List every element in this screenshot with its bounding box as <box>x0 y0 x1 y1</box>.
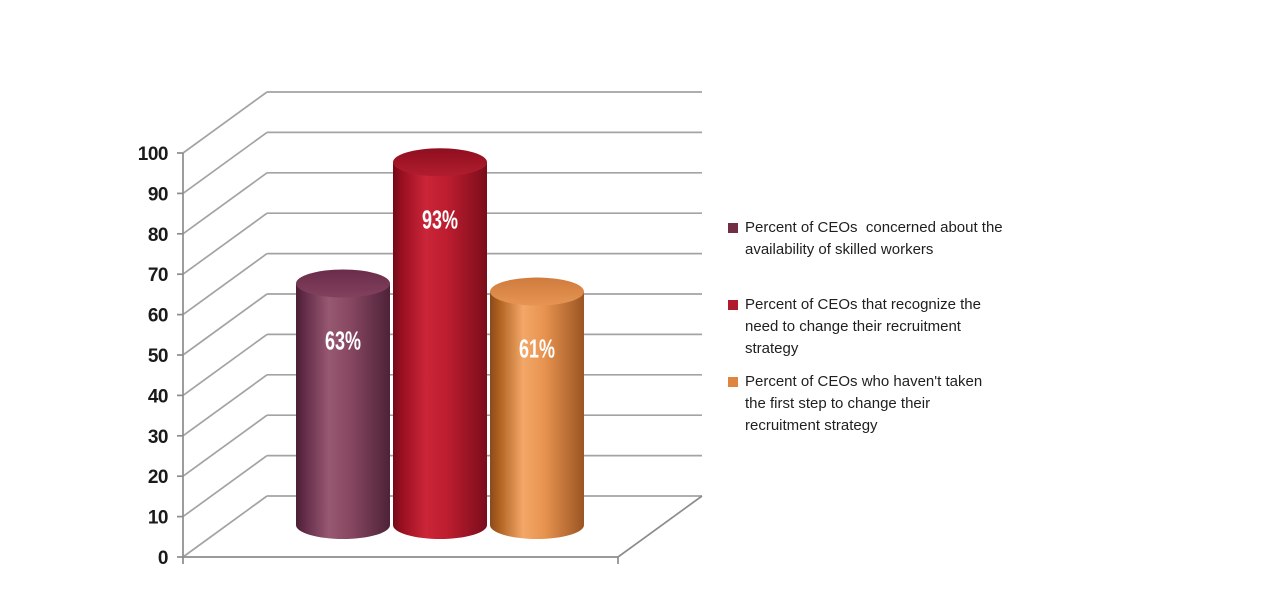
gridline-depth-50 <box>182 293 268 356</box>
gridline-depth-90 <box>182 131 268 195</box>
legend-item-1[interactable]: Percent of CEOs concerned about the avai… <box>728 217 1033 294</box>
chart-legend: Percent of CEOs concerned about the avai… <box>728 217 1033 448</box>
y-axis-label-30: 30 <box>148 427 168 448</box>
y-axis-label-10: 10 <box>148 508 168 529</box>
gridline-depth-10 <box>182 454 268 518</box>
legend-marker-icon <box>728 377 738 387</box>
cylinder-top-series-1[interactable] <box>296 269 390 298</box>
cylinder-body-series-1[interactable] <box>296 283 390 539</box>
y-axis-label-60: 60 <box>148 306 168 327</box>
gridline-depth-100 <box>182 91 268 154</box>
legend-label: Percent of CEOs who haven't taken the fi… <box>745 373 983 434</box>
y-axis-label-40: 40 <box>148 386 168 407</box>
y-axis-label-90: 90 <box>148 184 168 205</box>
legend-marker-icon <box>728 300 738 310</box>
gridline-depth-30 <box>182 374 268 437</box>
gridline-depth-0 <box>182 495 268 558</box>
data-label-series-1: 63% <box>325 325 361 355</box>
gridline-depth-60 <box>182 252 268 316</box>
y-axis-label-80: 80 <box>148 225 168 246</box>
data-label-series-2: 93% <box>422 204 458 234</box>
y-axis-label-70: 70 <box>148 265 168 286</box>
legend-label: Percent of CEOs concerned about the avai… <box>745 219 1003 258</box>
y-axis-label-100: 100 <box>138 144 168 165</box>
cylinder-body-series-3[interactable] <box>490 291 584 539</box>
legend-label: Percent of CEOs that recognize the need … <box>745 296 981 357</box>
legend-item-3[interactable]: Percent of CEOs who haven't taken the fi… <box>728 371 1033 448</box>
floor-right-edge <box>617 495 703 558</box>
gridline-depth-70 <box>182 212 268 275</box>
cylinder-top-series-2[interactable] <box>393 148 487 177</box>
cylinder-body-series-2[interactable] <box>393 162 487 539</box>
y-axis-label-50: 50 <box>148 346 168 367</box>
gridline-depth-40 <box>182 333 268 397</box>
gridline-depth-20 <box>182 414 268 477</box>
data-label-series-3: 61% <box>519 334 555 364</box>
gridline-depth-80 <box>182 172 268 235</box>
legend-item-2[interactable]: Percent of CEOs that recognize the need … <box>728 294 1033 371</box>
y-axis-label-0: 0 <box>158 548 168 569</box>
y-axis-label-20: 20 <box>148 467 168 488</box>
cylinder-top-series-3[interactable] <box>490 277 584 306</box>
legend-marker-icon <box>728 223 738 233</box>
